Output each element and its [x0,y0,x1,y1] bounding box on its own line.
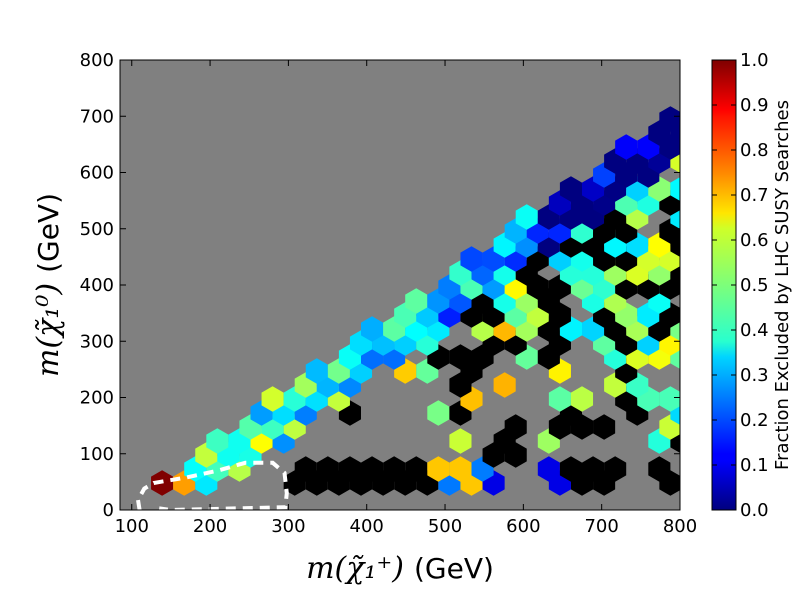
y-tick-label: 500 [80,219,114,240]
hex-cell [681,274,703,300]
hex-cell [361,456,384,482]
hex-cell [681,386,703,412]
y-axis-label-unit: (GeV) [32,193,65,273]
hex-cell [316,456,339,482]
hex-cell [681,246,703,272]
hex-cell [405,288,428,314]
hex-cell [681,330,703,356]
y-tick-label: 400 [80,275,114,296]
y-tick-label: 300 [80,331,114,352]
hex-cell [659,386,680,412]
y-tick-label: 700 [80,106,114,127]
y-tick-label: 200 [80,388,114,409]
hex-cell [515,204,538,230]
hex-cell [449,344,472,370]
hex-cell [548,386,571,412]
hex-cell [383,456,406,482]
hex-cell [681,358,703,384]
hex-cell [261,386,284,412]
hex-cell [559,176,582,202]
hex-cell [427,400,450,426]
hex-cell [681,134,703,160]
colorbar-tick-label: 0.1 [740,455,769,476]
hex-cell [504,414,527,440]
colorbar-tick-label: 0.3 [740,365,769,386]
hex-cell [681,162,703,188]
x-axis-label-unit: (GeV) [414,552,494,585]
hex-cell [593,414,616,440]
colorbar-tick-label: 1.0 [740,50,769,71]
colorbar-ticks: 0.0 0.1 0.2 0.3 0.4 0.5 0.6 0.7 0.8 0.9 1.0 [712,50,769,521]
hex-cell [305,358,328,384]
hex-cell [559,456,582,482]
x-tick-label: 400 [350,516,384,537]
x-tick-label: 200 [193,516,227,537]
x-tick-label: 700 [584,516,618,537]
hex-cell [582,456,605,482]
hex-cell [681,414,703,440]
x-tick-label: 600 [506,516,540,537]
colorbar-tick-label: 0.4 [740,320,769,341]
colorbar-tick-label: 0.0 [740,500,769,521]
y-tick-label: 800 [80,50,114,71]
colorbar-tick-label: 0.2 [740,410,769,431]
colorbar-tick-label: 0.8 [740,140,769,161]
hexbin-cells [151,106,703,496]
hex-cell [570,386,594,412]
hex-cell [681,302,703,328]
hex-cell [338,456,361,482]
colorbar-label: Fraction Excluded by LHC SUSY Searches [772,100,793,470]
hex-cell [460,246,483,272]
x-tick-label: 500 [428,516,462,537]
x-tick-label: 300 [271,516,305,537]
x-tick-label: 800 [663,516,697,537]
hex-cell [493,372,516,398]
colorbar-tick-label: 0.5 [740,275,769,296]
y-tick-label: 0 [103,500,114,521]
hex-cell [681,218,703,244]
colorbar-tick-label: 0.6 [740,230,769,251]
exclusion-contour [135,460,289,510]
hex-cell [294,456,317,482]
hex-cell [405,456,428,482]
colorbar-tick-label: 0.9 [740,95,769,116]
hex-cell [659,106,680,132]
hex-cell [449,428,472,454]
x-tick-label: 100 [115,516,149,537]
hex-cell [615,134,638,160]
x-axis-ticks: 100 200 300 400 500 600 700 800 [115,60,697,537]
x-axis-label-symbol: m(χ̃₁⁺) [306,551,404,586]
hex-cell [427,456,450,482]
hex-cell [361,316,384,342]
colorbar-tick-label: 0.7 [740,185,769,206]
y-axis-label: m(χ̃₁⁰) (GeV) [31,193,66,377]
hex-cell [206,428,229,454]
x-axis-label: m(χ̃₁⁺) (GeV) [306,551,494,586]
y-tick-label: 100 [80,444,114,465]
y-tick-label: 600 [80,163,114,184]
hex-cell [648,456,671,482]
hex-cell [449,456,472,482]
hex-cell [604,456,627,482]
y-axis-label-symbol: m(χ̃₁⁰) [31,283,66,377]
y-axis-ticks: 0 100 200 300 400 500 600 700 800 [80,50,680,521]
hex-cell [537,456,560,482]
hex-cell [681,106,703,132]
hex-cell [670,177,680,201]
